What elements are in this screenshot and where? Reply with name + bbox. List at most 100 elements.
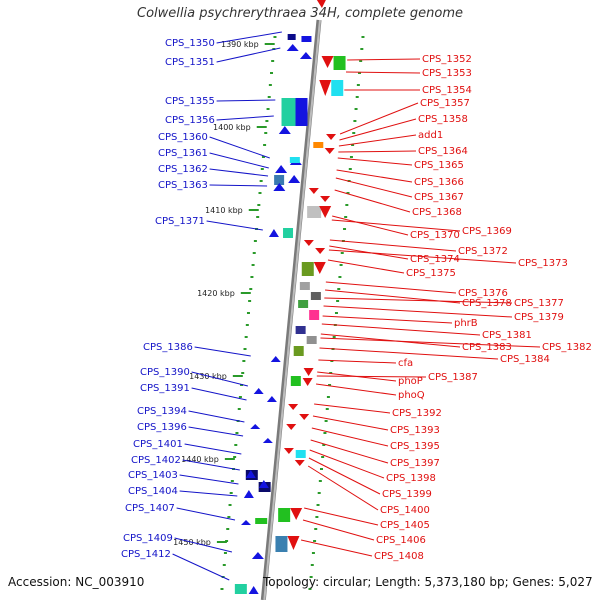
gene-arrow-left (245, 470, 256, 478)
label-leader-right (329, 239, 457, 252)
gene-label-right: CPS_1405 (380, 520, 430, 531)
tick-mark (233, 456, 237, 458)
gene-label-left: CPS_1350 (165, 38, 215, 49)
gene-label-right: CPS_1377 (514, 298, 564, 309)
tick-mark (308, 588, 312, 590)
gene-arrow-right (313, 262, 326, 274)
gene-label-right: CPS_1352 (422, 54, 472, 65)
label-leader-right (320, 337, 541, 348)
tick-mark (346, 192, 350, 194)
tick-mark (246, 312, 250, 314)
tick-mark (343, 228, 347, 230)
label-leader-left (206, 220, 263, 231)
gene-label-right: CPS_1384 (500, 354, 550, 365)
gene-label-right: CPS_1372 (458, 246, 508, 257)
gene-block-left (281, 98, 296, 126)
gene-arrow-right (321, 56, 334, 68)
tick-mark (245, 324, 249, 326)
gene-label-right: CPS_1392 (392, 408, 442, 419)
tick-mark (260, 168, 264, 170)
gene-label-right: CPS_1387 (428, 372, 478, 383)
gene-arrow-left (273, 183, 286, 191)
gene-label-right: CPS_1375 (406, 268, 456, 279)
tick-mark (361, 36, 365, 38)
topology-text: Topology: circular; Length: 5,373,180 bp… (263, 575, 593, 589)
gene-label-left: CPS_1356 (165, 115, 215, 126)
tick-mark (318, 480, 322, 482)
gene-label-left: CPS_1402 (131, 455, 181, 466)
gene-label-left: CPS_1403 (128, 470, 178, 481)
label-leader-left (184, 443, 242, 455)
gene-label-left: CPS_1404 (128, 486, 178, 497)
gene-label-right: CPS_1395 (390, 441, 440, 452)
gene-block-left (283, 228, 294, 238)
gene-label-right: CPS_1381 (482, 330, 532, 341)
tick-mark (322, 444, 326, 446)
tick-mark (348, 168, 352, 170)
label-leader-left (172, 553, 230, 581)
gene-arrow-right (319, 206, 332, 218)
tick-mark (252, 252, 256, 254)
tick-mark (228, 504, 232, 506)
gene-arrow-right (288, 404, 299, 410)
tick-mark (345, 204, 349, 206)
label-leader-right (327, 259, 405, 274)
tick-mark (235, 432, 239, 434)
gene-label-right: CPS_1382 (542, 342, 592, 353)
tick-mark (267, 96, 271, 98)
gene-label-right: CPS_1400 (380, 505, 430, 516)
gene-label-right: CPS_1373 (518, 258, 568, 269)
gene-arrow-right (299, 414, 310, 420)
gene-block-right (278, 508, 291, 522)
tick-mark (344, 216, 348, 218)
gene-arrow-left (262, 438, 273, 443)
label-leader-right (338, 150, 417, 153)
tick-mark (332, 336, 336, 338)
ruler-label: 1400 kbp (213, 123, 251, 132)
gene-label-left: CPS_1394 (137, 406, 187, 417)
gene-label-left: CPS_1390 (140, 367, 190, 378)
label-leader-left (179, 474, 239, 485)
gene-block-left (289, 157, 300, 163)
tick-mark (257, 204, 261, 206)
tick-mark (227, 516, 231, 518)
label-leader-right (339, 102, 419, 135)
tick-mark (319, 468, 323, 470)
tick-mark (326, 396, 330, 398)
label-leader-left (209, 184, 268, 187)
gene-label-right: CPS_1353 (422, 68, 472, 79)
label-leader-right (337, 157, 413, 166)
gene-label-right: phoQ (398, 390, 425, 401)
gene-label-left: CPS_1371 (155, 216, 205, 227)
label-leader-right (325, 281, 457, 294)
label-leader-right (324, 297, 513, 304)
tick-mark (313, 540, 317, 542)
tick-mark (316, 504, 320, 506)
label-leader-left (216, 115, 274, 121)
label-leader-left (191, 387, 247, 401)
gene-block-right (313, 142, 324, 148)
tick-mark (340, 252, 344, 254)
label-leader-left (194, 346, 251, 357)
tick-mark (309, 576, 313, 578)
gene-arrow-right (302, 378, 313, 386)
gene-label-left: CPS_1355 (165, 96, 215, 107)
tick-mark (360, 48, 364, 50)
label-leader-right (335, 177, 413, 198)
gene-label-right: CPS_1368 (412, 207, 462, 218)
label-leader-right (300, 539, 373, 557)
tick-mark (321, 456, 325, 458)
gene-arrow-right (319, 80, 332, 96)
label-leader-right (336, 169, 413, 183)
label-leader-left (209, 136, 270, 159)
tick-mark (251, 264, 255, 266)
label-leader-right (302, 519, 375, 541)
gene-block-right (306, 336, 317, 344)
tick-mark (270, 72, 274, 74)
gene-label-left: CPS_1391 (140, 383, 190, 394)
label-leader-right (321, 323, 481, 336)
gene-block-left (301, 36, 312, 42)
gene-label-right: CPS_1408 (374, 551, 424, 562)
tick-mark (258, 192, 262, 194)
